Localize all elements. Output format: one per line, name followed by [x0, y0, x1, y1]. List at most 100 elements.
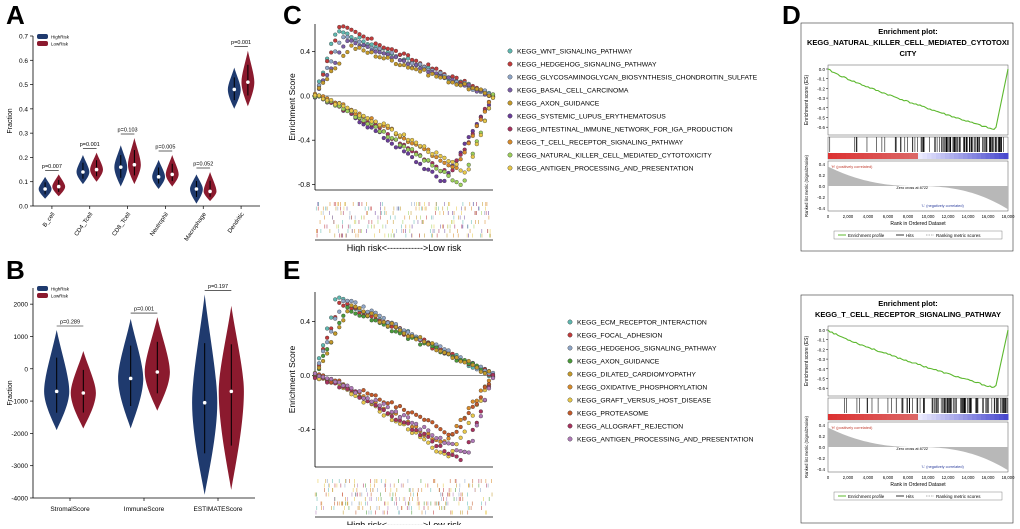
es-point [478, 87, 483, 92]
es-point [486, 369, 492, 374]
ranking-color-bar [1003, 153, 1009, 159]
legend-marker [507, 48, 513, 54]
y2-axis-label: Ranked list metric (Signal2Noise) [804, 415, 809, 478]
es-point [478, 398, 483, 403]
es-point [450, 159, 455, 165]
y2-tick-label: 0.4 [819, 162, 826, 167]
panel-label-c: C [283, 0, 302, 30]
es-point [414, 58, 419, 63]
violin-median-lowrisk [155, 370, 160, 374]
pvalue-label: p=0.005 [155, 145, 175, 151]
es-point [389, 58, 394, 63]
es-point [442, 169, 447, 174]
es-point [321, 72, 326, 77]
es-point [373, 124, 378, 129]
es-point [446, 351, 451, 357]
es-point [385, 55, 390, 60]
legend-marker [507, 74, 513, 80]
es-point [329, 340, 334, 345]
es-point [316, 373, 322, 379]
es-point [333, 60, 338, 65]
es-point [446, 441, 451, 446]
es-point [373, 128, 378, 134]
es-point [321, 349, 326, 354]
x-tick-label: Macrophage [184, 211, 208, 242]
violin-median-lowrisk [94, 167, 99, 172]
es-point [361, 304, 366, 309]
es-point [466, 162, 471, 167]
ranking-color-bar [954, 153, 959, 159]
es-point [385, 134, 390, 140]
es-point [454, 162, 459, 167]
es-point [333, 32, 338, 37]
es-point [414, 412, 419, 417]
es-point [325, 72, 330, 78]
es-point [446, 451, 451, 456]
es-point [401, 144, 407, 149]
es-point [333, 66, 338, 71]
es-point [414, 62, 419, 67]
es-point [325, 380, 330, 385]
es-point [365, 44, 370, 49]
es-point [312, 376, 318, 381]
es-point [345, 309, 350, 314]
es-point [337, 24, 342, 30]
x-tick-label: 14,000 [962, 475, 975, 480]
ranking-color-bar [954, 414, 959, 420]
x-tick-label: 14,000 [962, 214, 975, 219]
es-point [442, 449, 447, 454]
es-point [349, 309, 354, 314]
es-point [345, 49, 350, 55]
es-point [430, 445, 435, 450]
pvalue-label: p=0.197 [208, 284, 228, 290]
es-point [482, 371, 487, 376]
es-point [418, 335, 423, 340]
es-point [381, 135, 386, 141]
es-point [345, 25, 350, 30]
ranking-color-bar [832, 153, 838, 159]
es-point [325, 335, 330, 340]
es-point [337, 29, 342, 34]
es-point [434, 436, 439, 441]
es-point [357, 32, 362, 37]
legend-label: KEGG_ANTIGEN_PROCESSING_AND_PRESENTATION [577, 437, 754, 444]
es-point [470, 427, 475, 433]
es-point [405, 410, 411, 415]
es-point [401, 132, 407, 137]
es-point [418, 433, 423, 438]
es-point [389, 409, 394, 414]
es-point [345, 105, 350, 110]
es-point [321, 358, 326, 364]
es-point [462, 416, 467, 421]
es-point [389, 329, 394, 334]
gsea-chart-c: -0.8 -0.4 0.0 0.4 Enrichment Score KEGG_WNT_S… [287, 24, 758, 252]
es-point [446, 159, 451, 164]
es-point [422, 417, 427, 422]
es-point [337, 40, 342, 45]
legend-profile-label: Enrichment profile [848, 233, 885, 238]
es-point [325, 340, 330, 345]
y2-tick-label: -0.2 [817, 456, 825, 461]
x-tick-label: CD4_Tcell [74, 212, 95, 238]
x-axis-label: Rank in Ordered Dataset [890, 221, 946, 227]
es-point [405, 334, 411, 339]
es-point [458, 435, 463, 440]
legend-label: KEGG_ANTIGEN_PROCESSING_AND_PRESENTATION [517, 166, 694, 173]
es-point [458, 182, 463, 187]
ranking-color-bar [868, 153, 874, 159]
es-point [381, 121, 386, 126]
ranking-color-bar [999, 153, 1004, 159]
es-point [349, 298, 354, 304]
plot-subtitle-2: CITY [899, 49, 916, 58]
ranking-color-bar [927, 153, 932, 159]
es-point [454, 423, 459, 429]
es-point [446, 75, 451, 80]
es-point [381, 51, 386, 56]
pvalue-label: p=0.052 [193, 162, 213, 168]
es-point [410, 155, 415, 160]
es-point [410, 420, 415, 425]
es-point [438, 158, 443, 163]
es-point [381, 315, 386, 321]
es-point [369, 318, 374, 323]
ranking-color-bar [927, 414, 932, 420]
